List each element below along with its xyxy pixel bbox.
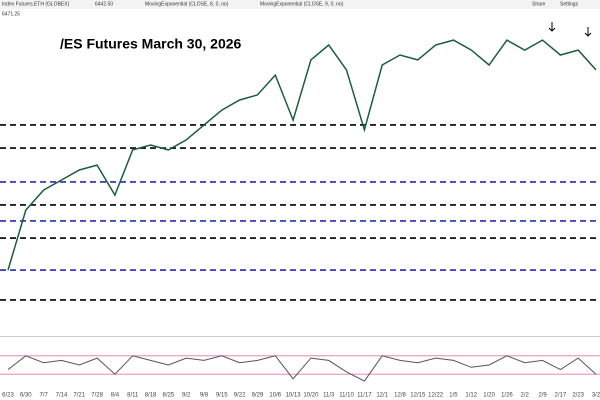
price-line: [7, 39, 597, 271]
x-tick-label: 12/15: [410, 393, 426, 399]
x-tick-label: 9/22: [234, 393, 246, 399]
header-text: MovingExponential (CLOSE, 9, 0, no): [260, 1, 344, 7]
oscillator-line: [7, 355, 597, 382]
x-tick-label: 12/1: [376, 393, 388, 399]
x-tick-label: 8/18: [145, 393, 157, 399]
x-tick-label: 10/20: [303, 393, 319, 399]
x-tick-label: 9/2: [182, 393, 191, 399]
x-tick-label: 10/13: [286, 393, 302, 399]
x-tick-label: 8/4: [111, 393, 120, 399]
toolbar: [0, 0, 600, 9]
x-tick-label: 1/12: [465, 393, 477, 399]
share-button[interactable]: Share: [532, 1, 546, 7]
x-tick-label: 8/11: [127, 393, 139, 399]
x-tick-label: 12/22: [428, 393, 444, 399]
header-text: 6471.25: [2, 11, 20, 17]
settings-button[interactable]: Settings: [560, 1, 579, 7]
x-tick-label: 2/17: [555, 393, 567, 399]
x-tick-label: 11/10: [339, 393, 354, 399]
x-tick-label: 6/30: [20, 393, 32, 399]
x-tick-label: 9/15: [216, 393, 228, 399]
x-tick-label: 7/7: [39, 393, 48, 399]
arrows: [548, 22, 592, 37]
x-tick-label: 1/20: [483, 393, 495, 399]
x-tick-label: 9/8: [200, 393, 209, 399]
x-tick-label: 11/17: [357, 393, 372, 399]
x-tick-label: 9/29: [252, 393, 264, 399]
x-tick-label: 2/23: [572, 393, 584, 399]
panel-divider: [0, 336, 600, 337]
x-tick-label: 12/8: [394, 393, 406, 399]
header-text: 6442.50: [95, 1, 113, 7]
x-tick-label: 2/2: [521, 393, 530, 399]
x-tick-label: 1/5: [449, 393, 458, 399]
x-tick-label: 7/28: [91, 393, 103, 399]
x-tick-label: 1/26: [501, 393, 513, 399]
x-tick-label: 10/6: [269, 393, 281, 399]
header-text: MovingExponential (CLOSE, 8, 0, no): [145, 1, 229, 7]
x-tick-label: 3/2: [592, 393, 600, 399]
x-tick-label: 8/25: [163, 393, 175, 399]
x-tick-label: 2/9: [538, 393, 547, 399]
x-tick-label: 7/14: [56, 393, 68, 399]
x-tick-label: 6/23: [2, 393, 14, 399]
chart-title: /ES Futures March 30, 2026: [60, 36, 242, 52]
x-tick-label: 7/21: [73, 393, 85, 399]
header-text: Index Futures,ETH (GLOBEX): [2, 1, 70, 7]
x-tick-label: 11/3: [323, 393, 335, 399]
